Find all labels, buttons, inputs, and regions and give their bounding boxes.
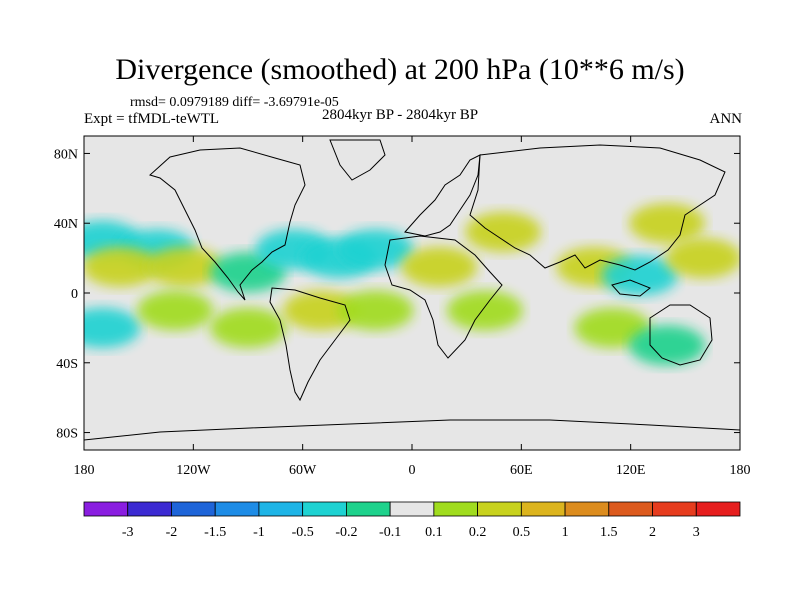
colorbar-swatch — [83, 501, 129, 517]
lat-tick-label: 40N — [54, 217, 78, 232]
coast-greenland — [329, 139, 386, 181]
colorbar-swatch — [302, 501, 347, 517]
lon-tick-label: 120W — [176, 463, 211, 478]
divergence-blob — [137, 290, 214, 331]
coast-antarctica — [84, 419, 740, 441]
divergence-blob — [401, 246, 478, 287]
divergence-blob — [446, 290, 523, 331]
lat-tick-label: 40S — [56, 357, 78, 372]
coast-asia — [469, 144, 726, 271]
colorbar-label: 1.5 — [600, 525, 618, 540]
stats-text: rmsd= 0.0979189 diff= -3.69791e-05 — [130, 95, 339, 110]
colorbar-label: 0.1 — [425, 525, 443, 540]
colorbar-swatch — [652, 501, 697, 517]
colorbar-label: -0.2 — [335, 525, 357, 540]
lon-tick-label: 60E — [510, 463, 533, 478]
divergence-blob — [465, 211, 542, 252]
lon-tick-label: 180 — [74, 463, 95, 478]
colorbar-swatch — [477, 501, 522, 517]
experiment-label: Expt = tfMDL-teWTL — [84, 111, 220, 127]
divergence-blob — [146, 246, 223, 287]
colorbar-label: -3 — [122, 525, 134, 540]
divergence-blob — [629, 203, 706, 244]
colorbar-swatch — [345, 501, 391, 517]
divergence-blob — [84, 246, 159, 287]
lat-tick-label: 80S — [56, 427, 78, 442]
coast-islands — [611, 279, 651, 297]
colorbar: -3 -2 -1.5 -1 -0.5 -0.2 -0.1 0.1 0.2 0.5 1 1.5 2 3 — [83, 501, 741, 540]
colorbar-label: 1 — [562, 525, 569, 540]
colorbar-label: -0.5 — [292, 525, 314, 540]
divergence-blob — [210, 307, 286, 348]
colorbar-swatch — [564, 501, 610, 517]
coast-australia — [649, 304, 713, 366]
colorbar-label: -0.1 — [379, 525, 401, 540]
divergence-blob — [84, 307, 141, 348]
colorbar-label: -2 — [166, 525, 178, 540]
colorbar-swatch — [389, 501, 435, 517]
lon-tick-label: 180 — [730, 463, 751, 478]
divergence-blob — [337, 290, 414, 331]
coastlines — [84, 139, 740, 441]
colorbar-label: 0.5 — [513, 525, 531, 540]
colorbar-label: -1.5 — [204, 525, 226, 540]
lon-tick-label: 0 — [409, 463, 416, 478]
colorbar-swatch — [520, 501, 566, 517]
coast-north-america — [149, 147, 306, 301]
colorbar-label: 3 — [693, 525, 700, 540]
season-label: ANN — [709, 111, 743, 127]
colorbar-swatch — [127, 501, 172, 517]
colorbar-swatch — [258, 501, 304, 517]
colorbar-label: 2 — [649, 525, 656, 540]
divergence-blob — [629, 325, 706, 366]
colorbar-swatch — [695, 501, 741, 517]
divergence-blob — [665, 238, 740, 279]
colorbar-swatch — [171, 501, 216, 517]
lat-tick-label: 80N — [54, 147, 78, 162]
colorbar-swatch — [214, 501, 260, 517]
coast-africa — [384, 235, 503, 359]
lon-tick-label: 120E — [616, 463, 646, 478]
plot-title: Divergence (smoothed) at 200 hPa (10**6 … — [115, 53, 685, 86]
lon-tick-label: 60W — [289, 463, 317, 478]
colorbar-swatch — [608, 501, 653, 517]
map-axes: 80N 40N 0 40S 80S 180 120W 60W 0 60E 120E 180 — [54, 136, 751, 478]
divergence-blob — [574, 307, 651, 348]
colorbar-label: 0.2 — [469, 525, 487, 540]
lat-tick-label: 0 — [71, 287, 78, 302]
divergence-blob — [282, 290, 359, 331]
colorbar-label: -1 — [253, 525, 265, 540]
colorbar-swatch — [433, 501, 479, 517]
coast-south-america — [269, 287, 351, 402]
period-label: 2804kyr BP - 2804kyr BP — [322, 107, 479, 123]
divergence-field — [84, 203, 740, 366]
